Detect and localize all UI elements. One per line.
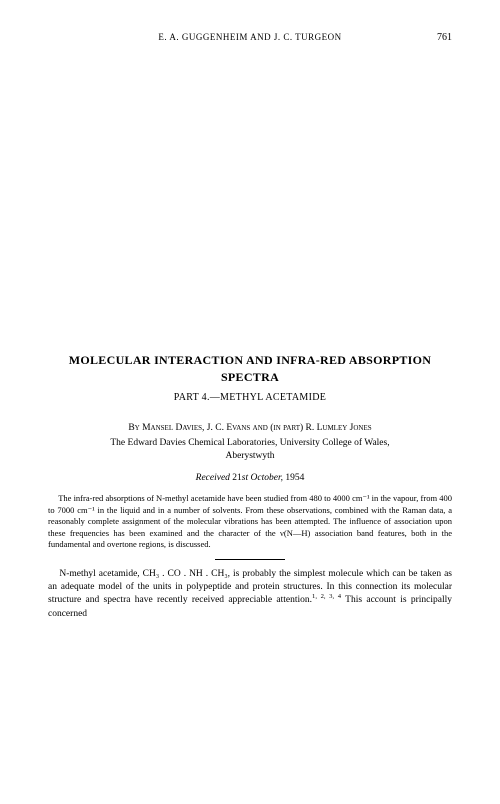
received-year: 1954 [285,473,304,483]
received-date: Received 21st October, 1954 [48,473,452,483]
received-rest: October, [248,473,285,483]
divider-rule [215,559,285,560]
affiliation-line-1: The Edward Davies Chemical Laboratories,… [110,438,389,448]
in-part: (in part) [270,423,305,433]
article-subtitle: PART 4.—METHYL ACETAMIDE [48,392,452,403]
last-author: R. Lumley Jones [306,423,372,433]
reference-marks: 1, 2, 3, 4 [312,593,341,600]
received-prefix: Received [196,473,233,483]
received-day: 21 [232,473,242,483]
title-block: MOLECULAR INTERACTION AND INFRA-RED ABSO… [48,352,452,403]
abstract: The infra-red absorptions of N-methyl ac… [48,493,452,550]
affiliation: The Edward Davies Chemical Laboratories,… [48,437,452,464]
page-number: 761 [437,32,452,43]
byline-prefix: By [128,423,142,433]
article-title: MOLECULAR INTERACTION AND INFRA-RED ABSO… [48,352,452,386]
title-line-2: SPECTRA [221,370,279,384]
body-paragraph: N-methyl acetamide, CH₃ . CO . NH . CH₃,… [48,568,452,621]
affiliation-line-2: Aberystwyth [225,451,274,461]
byline: By Mansel Davies, J. C. Evans and (in pa… [48,421,452,435]
running-head: E. A. GUGGENHEIM AND J. C. TURGEON [48,32,452,42]
authors: Mansel Davies, J. C. Evans and [142,423,270,433]
title-line-1: MOLECULAR INTERACTION AND INFRA-RED ABSO… [69,353,432,367]
page: E. A. GUGGENHEIM AND J. C. TURGEON 761 M… [0,0,500,804]
